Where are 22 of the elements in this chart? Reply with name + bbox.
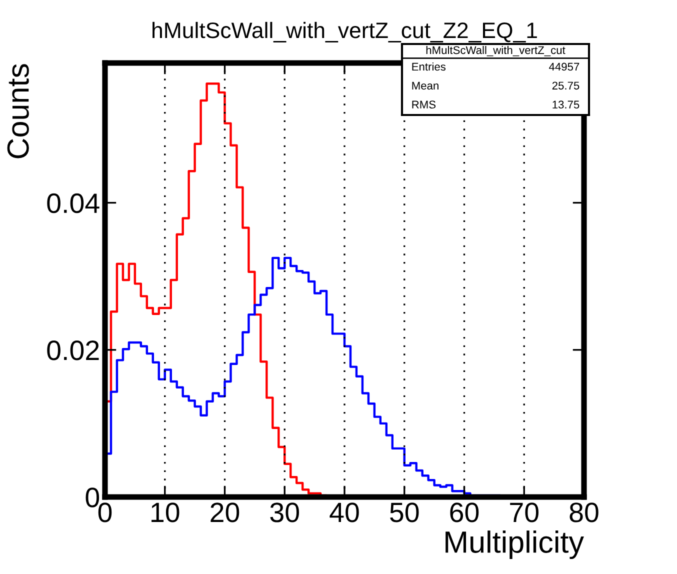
annotation: Mean <box>412 82 438 90</box>
x-tick-label: 20 <box>210 502 240 522</box>
x-tick-label: 0 <box>98 502 112 522</box>
annotation: 25.75 <box>552 82 580 90</box>
y-tick-label: 0 <box>86 488 100 508</box>
annotation: 13.75 <box>552 100 580 109</box>
y-tick-label: 0.02 <box>47 340 99 360</box>
y-axis-title: Counts <box>7 64 29 158</box>
x-axis-title: Multiplicity <box>446 530 584 560</box>
x-tick-label: 60 <box>450 502 479 522</box>
annotation: 44957 <box>549 62 580 71</box>
x-tick-label: 50 <box>390 502 419 522</box>
annotation: Entries <box>412 62 446 71</box>
x-tick-label: 30 <box>270 502 299 522</box>
x-tick-label: 10 <box>152 502 180 522</box>
x-tick-label: 70 <box>510 502 538 522</box>
annotation: RMS <box>412 100 436 109</box>
y-tick-label: 0.04 <box>47 193 100 214</box>
chart-title: hMultScWall_with_vertZ_cut_Z2_EQ_1 <box>152 22 537 42</box>
x-tick-label: 40 <box>330 502 359 522</box>
x-tick-label: 80 <box>570 502 598 522</box>
text: hMultScWall_with_vertZ_cut <box>426 46 566 56</box>
